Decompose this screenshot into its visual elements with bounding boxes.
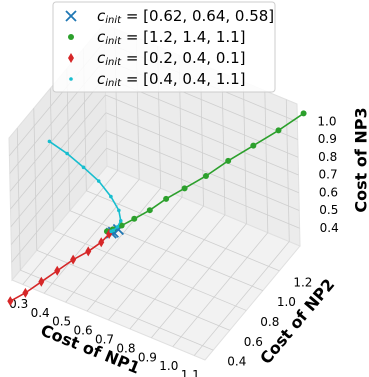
marker bbox=[98, 237, 105, 248]
marker bbox=[250, 142, 257, 149]
marker bbox=[115, 225, 120, 229]
legend-text: = [0.2, 0.4, 0.1] bbox=[121, 49, 245, 67]
marker bbox=[131, 215, 138, 222]
marker bbox=[54, 265, 61, 276]
marker bbox=[181, 185, 188, 192]
plot-area: 0.30.40.50.60.70.80.91.01.10.40.60.81.01… bbox=[7, 110, 339, 377]
legend-subscript: init bbox=[105, 57, 122, 68]
marker bbox=[163, 195, 170, 202]
x-tick-label: 1.1 bbox=[181, 368, 200, 377]
grid-line bbox=[9, 76, 106, 192]
legend-symbol: c bbox=[97, 49, 106, 67]
legend-subscript: init bbox=[105, 15, 122, 26]
legend-label: cinit = [1.2, 1.4, 1.1] bbox=[97, 28, 246, 48]
legend-label: cinit = [0.2, 0.4, 0.1] bbox=[97, 49, 246, 69]
legend-symbol: c bbox=[97, 28, 106, 46]
legend-box bbox=[52, 1, 276, 93]
x-tick-label: 0.4 bbox=[31, 306, 50, 320]
legend-subscript: init bbox=[105, 78, 122, 89]
legend-text: = [0.4, 0.4, 1.1] bbox=[121, 70, 245, 88]
marker bbox=[117, 208, 121, 213]
grid-line bbox=[106, 147, 300, 229]
grid-line bbox=[105, 94, 299, 176]
legend-subscript: init bbox=[105, 36, 122, 47]
legend-text: = [1.2, 1.4, 1.1] bbox=[121, 28, 245, 46]
grid-line bbox=[129, 214, 226, 330]
grid-line bbox=[65, 187, 161, 303]
grid-line bbox=[53, 230, 247, 311]
marker bbox=[225, 157, 232, 164]
z-tick-label: 0.7 bbox=[319, 168, 338, 182]
x-tick-label: 0.8 bbox=[116, 341, 135, 355]
legend-symbol: c bbox=[97, 7, 106, 25]
x-tick-label: 0.7 bbox=[95, 333, 114, 347]
z-axis-label: Cost of NP3 bbox=[352, 107, 369, 212]
x-tick-label: 0.6 bbox=[74, 324, 93, 338]
grid-line bbox=[69, 210, 263, 291]
x-tick-label: 0.5 bbox=[52, 315, 71, 329]
legend-marker bbox=[65, 10, 77, 22]
marker bbox=[118, 222, 125, 229]
legend-symbol: c bbox=[97, 70, 106, 88]
marker bbox=[70, 254, 77, 265]
grid-line bbox=[106, 130, 300, 211]
grid-line bbox=[105, 112, 300, 194]
marker bbox=[7, 296, 14, 307]
grid-line bbox=[86, 196, 183, 312]
x-tick-label: 0.3 bbox=[9, 297, 28, 311]
grid-line bbox=[43, 179, 140, 294]
legend: cinit = [0.62, 0.64, 0.58]cinit = [1.2, … bbox=[52, 1, 276, 93]
grid-line bbox=[36, 249, 230, 331]
legend-marker bbox=[68, 53, 74, 63]
marker bbox=[202, 172, 209, 179]
grid-line bbox=[20, 269, 214, 351]
marker bbox=[96, 179, 101, 183]
marker bbox=[118, 219, 123, 223]
marker bbox=[81, 165, 86, 170]
grid-line bbox=[151, 223, 247, 339]
marker bbox=[275, 127, 282, 134]
marker bbox=[109, 194, 113, 199]
z-tick-label: 0.4 bbox=[320, 221, 339, 235]
grid-line bbox=[172, 232, 269, 347]
marker bbox=[22, 287, 29, 298]
x-tick-label: 1.0 bbox=[159, 359, 178, 373]
marker bbox=[47, 139, 52, 144]
grid-line bbox=[108, 205, 204, 321]
grid-line bbox=[10, 94, 106, 210]
legend-marker bbox=[69, 77, 73, 81]
y-tick-label: 0.8 bbox=[260, 315, 279, 329]
z-tick-label: 0.9 bbox=[318, 132, 337, 146]
line bbox=[9, 233, 110, 302]
z-tick-label: 0.6 bbox=[319, 185, 338, 199]
grid-line bbox=[193, 241, 290, 356]
y-tick-label: 1.2 bbox=[293, 275, 312, 289]
grid-line bbox=[10, 130, 107, 245]
marker bbox=[85, 246, 92, 257]
z-tick-label: 1.0 bbox=[317, 114, 336, 128]
y-tick-label: 0.4 bbox=[227, 355, 246, 369]
z-tick-label: 0.8 bbox=[318, 150, 337, 164]
legend-marker bbox=[68, 34, 74, 40]
grid-line bbox=[22, 170, 119, 285]
x-tick-label: 0.9 bbox=[138, 350, 157, 364]
marker bbox=[300, 110, 307, 117]
y-tick-label: 1.0 bbox=[277, 295, 296, 309]
grid-line bbox=[11, 147, 107, 263]
y-tick-label: 0.6 bbox=[244, 335, 263, 349]
z-tick-label: 0.5 bbox=[319, 203, 338, 217]
marker bbox=[146, 207, 153, 214]
legend-label: cinit = [0.4, 0.4, 1.1] bbox=[97, 70, 246, 90]
legend-text: = [0.62, 0.64, 0.58] bbox=[121, 7, 274, 25]
legend-label: cinit = [0.62, 0.64, 0.58] bbox=[97, 7, 274, 27]
line bbox=[48, 140, 122, 233]
grid-line bbox=[10, 112, 107, 228]
grid-line bbox=[86, 190, 280, 272]
marker bbox=[38, 276, 45, 287]
marker bbox=[109, 229, 113, 234]
marker bbox=[65, 151, 69, 156]
